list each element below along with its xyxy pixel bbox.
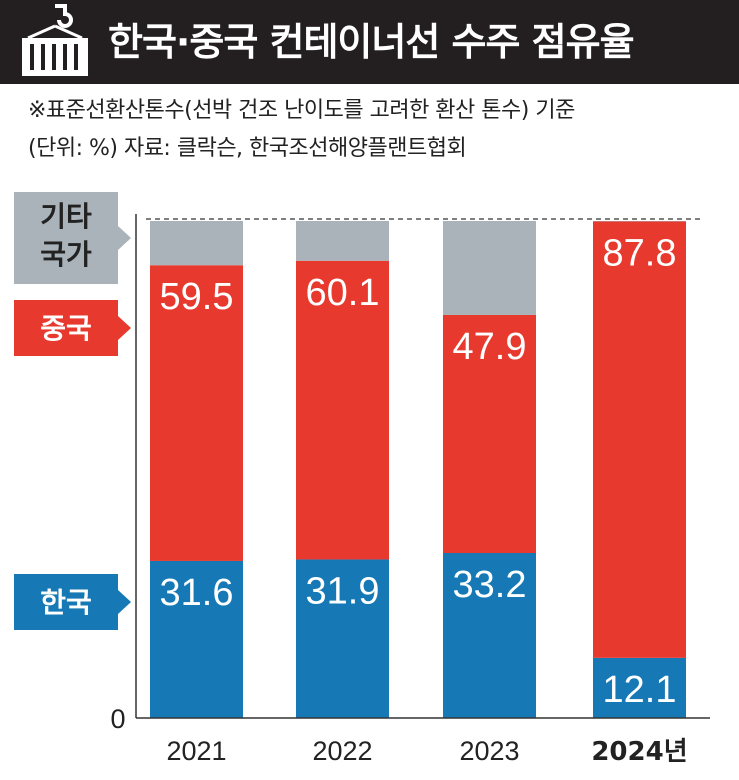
data-label-china-1: 59.5 [160,276,234,318]
chart-title: 한국·중국 컨테이너선 수주 점유율 [108,20,635,64]
bar-korea-1 [150,560,243,718]
bar-korea-3 [443,552,536,718]
data-label-china-4: 87.8 [603,232,677,274]
data-label-china-3: 47.9 [453,326,527,368]
note-unit-source: (단위: %) 자료: 클락슨, 한국조선해양플랜트협회 [28,136,467,161]
bar-other-3 [443,221,536,315]
legend-label-china: 중국 [40,312,92,345]
bar-china-4 [593,221,686,658]
bars-group [150,221,686,718]
y-tick-zero: 0 [110,704,125,734]
value-labels-group: 31.6 59.5 31.9 60.1 33.2 47.9 12.1 87.8 [160,232,677,710]
header-bar: 한국·중국 컨테이너선 수주 점유율 [0,0,739,84]
bar-china-2 [296,260,389,560]
data-label-korea-3: 33.2 [453,564,527,606]
x-tick-label-4: 2024년 [591,737,687,767]
legend-label-other-2: 국가 [40,238,92,271]
x-ticks-group: 2021 2022 2023 2024년 [166,736,687,767]
legend-tag-korea [14,574,131,630]
bar-korea-2 [296,559,389,718]
legend-label-korea: 한국 [40,586,92,619]
legend-tag-china [14,300,131,356]
legend-tag-other [14,192,131,284]
bar-china-3 [443,314,536,553]
note-basis: ※표준선환산톤수(선박 건조 난이도를 고려한 환산 톤수) 기준 [28,98,575,123]
data-label-china-2: 60.1 [306,272,380,314]
x-tick-label-3: 2023 [459,736,519,766]
bar-korea-4 [593,657,686,718]
x-tick-label-2: 2022 [312,736,372,766]
data-label-korea-2: 31.9 [306,570,380,612]
data-label-korea-4: 12.1 [603,669,677,711]
legend-label-other-1: 기타 [40,200,92,233]
container-crane-icon [22,4,88,76]
bar-other-1 [150,221,243,266]
bar-other-2 [296,221,389,261]
x-tick-label-1: 2021 [166,736,226,766]
bar-china-1 [150,265,243,561]
data-label-korea-1: 31.6 [160,572,234,614]
